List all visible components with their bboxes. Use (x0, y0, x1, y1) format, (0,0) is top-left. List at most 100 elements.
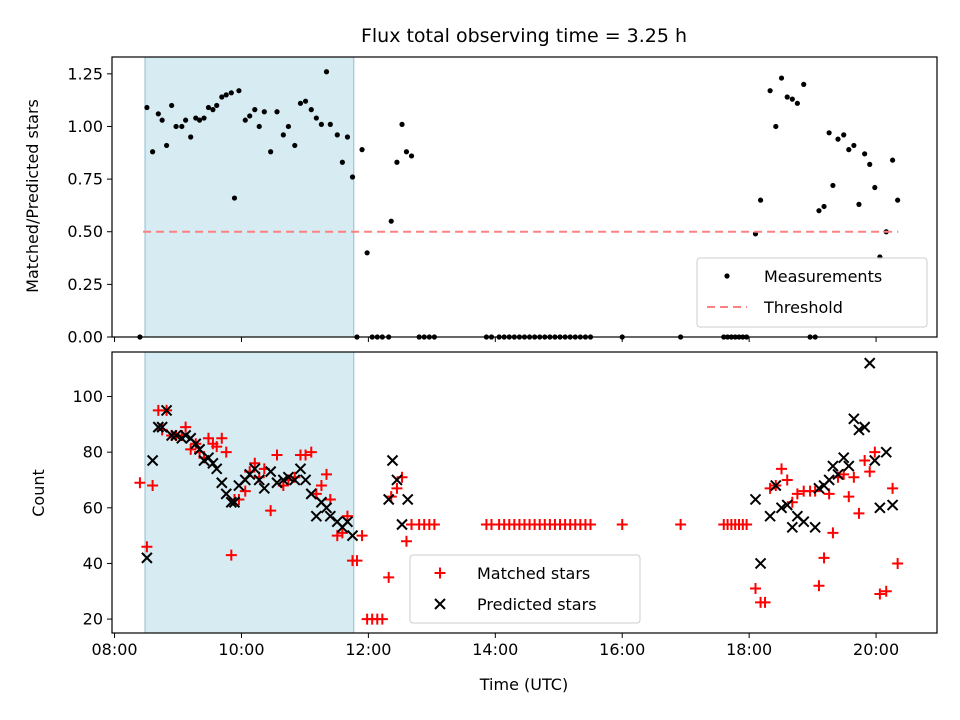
data-point (880, 446, 892, 458)
data-point (265, 505, 277, 517)
data-point (872, 184, 878, 191)
data-point (299, 474, 312, 486)
x-tick-label: 10:00 (218, 640, 264, 659)
data-point (264, 465, 277, 478)
data-point (169, 102, 175, 109)
data-point (339, 159, 345, 165)
data-point (864, 357, 876, 369)
x-tick-label: 16:00 (599, 640, 645, 659)
data-point (163, 142, 170, 149)
data-point (874, 588, 886, 600)
data-point (859, 455, 871, 467)
data-point (228, 496, 241, 508)
y-tick-label: 0.25 (67, 275, 103, 294)
data-point (228, 90, 234, 96)
data-point (294, 463, 307, 475)
data-point (400, 535, 412, 547)
y-tick-label: 1.25 (67, 64, 103, 83)
data-point (757, 197, 764, 203)
data-point (225, 549, 237, 561)
data-point (794, 100, 800, 106)
data-point (864, 466, 876, 478)
y-tick-label: 0.00 (67, 328, 103, 347)
data-point (207, 457, 219, 469)
data-point (225, 496, 238, 508)
legend-label: Predicted stars (477, 595, 597, 614)
data-point (874, 502, 886, 514)
x-tick-label: 08:00 (91, 640, 137, 659)
data-point (809, 521, 821, 533)
data-point (211, 441, 223, 453)
data-point (399, 121, 405, 127)
data-point (165, 429, 178, 442)
data-point (141, 552, 153, 564)
data-point (851, 142, 857, 149)
y-tick-label: 80 (83, 443, 103, 462)
data-point (300, 449, 312, 461)
legend-label: Threshold (763, 298, 843, 317)
data-point (402, 493, 414, 506)
data-point (759, 596, 771, 608)
legend-marker (724, 273, 730, 279)
data-point (781, 499, 793, 511)
data-point (170, 429, 182, 442)
data-point (313, 115, 319, 121)
bottom-panel: 08:00 10:00 12:00 14:00 16:00 18:00 20:00 20 40 6… (72, 351, 938, 659)
data-point (832, 468, 844, 481)
x-tick-label: 14:00 (472, 640, 518, 659)
data-point (827, 527, 839, 539)
data-point (784, 94, 790, 100)
axes-frame (111, 56, 938, 338)
x-axis-label: Time (UTC) (479, 675, 568, 694)
legend-marker (434, 598, 446, 610)
data-point (247, 113, 253, 119)
data-point (826, 130, 832, 136)
data-point (887, 482, 899, 494)
data-point (205, 104, 212, 111)
data-point (249, 457, 261, 469)
observing-window-span (144, 351, 355, 634)
data-point (249, 463, 261, 475)
chart-title: Flux total observing time = 3.25 h (361, 25, 687, 47)
data-point (616, 518, 628, 530)
data-point (750, 582, 761, 594)
legend-label: Matched stars (477, 564, 590, 583)
data-point (305, 446, 317, 458)
data-point (242, 117, 248, 123)
data-point (341, 510, 353, 522)
data-point (869, 446, 881, 458)
data-point (391, 482, 403, 494)
data-point (344, 134, 351, 140)
data-point (318, 121, 325, 127)
data-point (823, 474, 835, 486)
y-tick-label: 0.50 (67, 222, 103, 241)
data-point (391, 474, 403, 486)
data-point (310, 510, 323, 522)
data-point (856, 201, 862, 207)
data-point (268, 149, 274, 155)
data-point (869, 454, 881, 467)
data-point (159, 117, 165, 123)
data-point (190, 438, 202, 450)
data-point (253, 474, 265, 486)
data-point (382, 493, 395, 506)
data-point (843, 491, 855, 503)
data-point (835, 136, 841, 142)
data-point (403, 149, 410, 155)
data-point (351, 555, 363, 567)
data-point (210, 107, 216, 113)
data-point (216, 477, 228, 489)
data-point (754, 557, 767, 570)
data-point (867, 161, 873, 167)
data-point (261, 109, 267, 115)
data-point (201, 115, 207, 121)
data-point (280, 132, 286, 138)
data-point (289, 474, 301, 486)
data-point (821, 203, 827, 210)
data-point (827, 460, 839, 472)
data-point (841, 132, 847, 138)
data-point (323, 69, 330, 75)
data-point (862, 151, 868, 157)
data-point (302, 98, 309, 104)
